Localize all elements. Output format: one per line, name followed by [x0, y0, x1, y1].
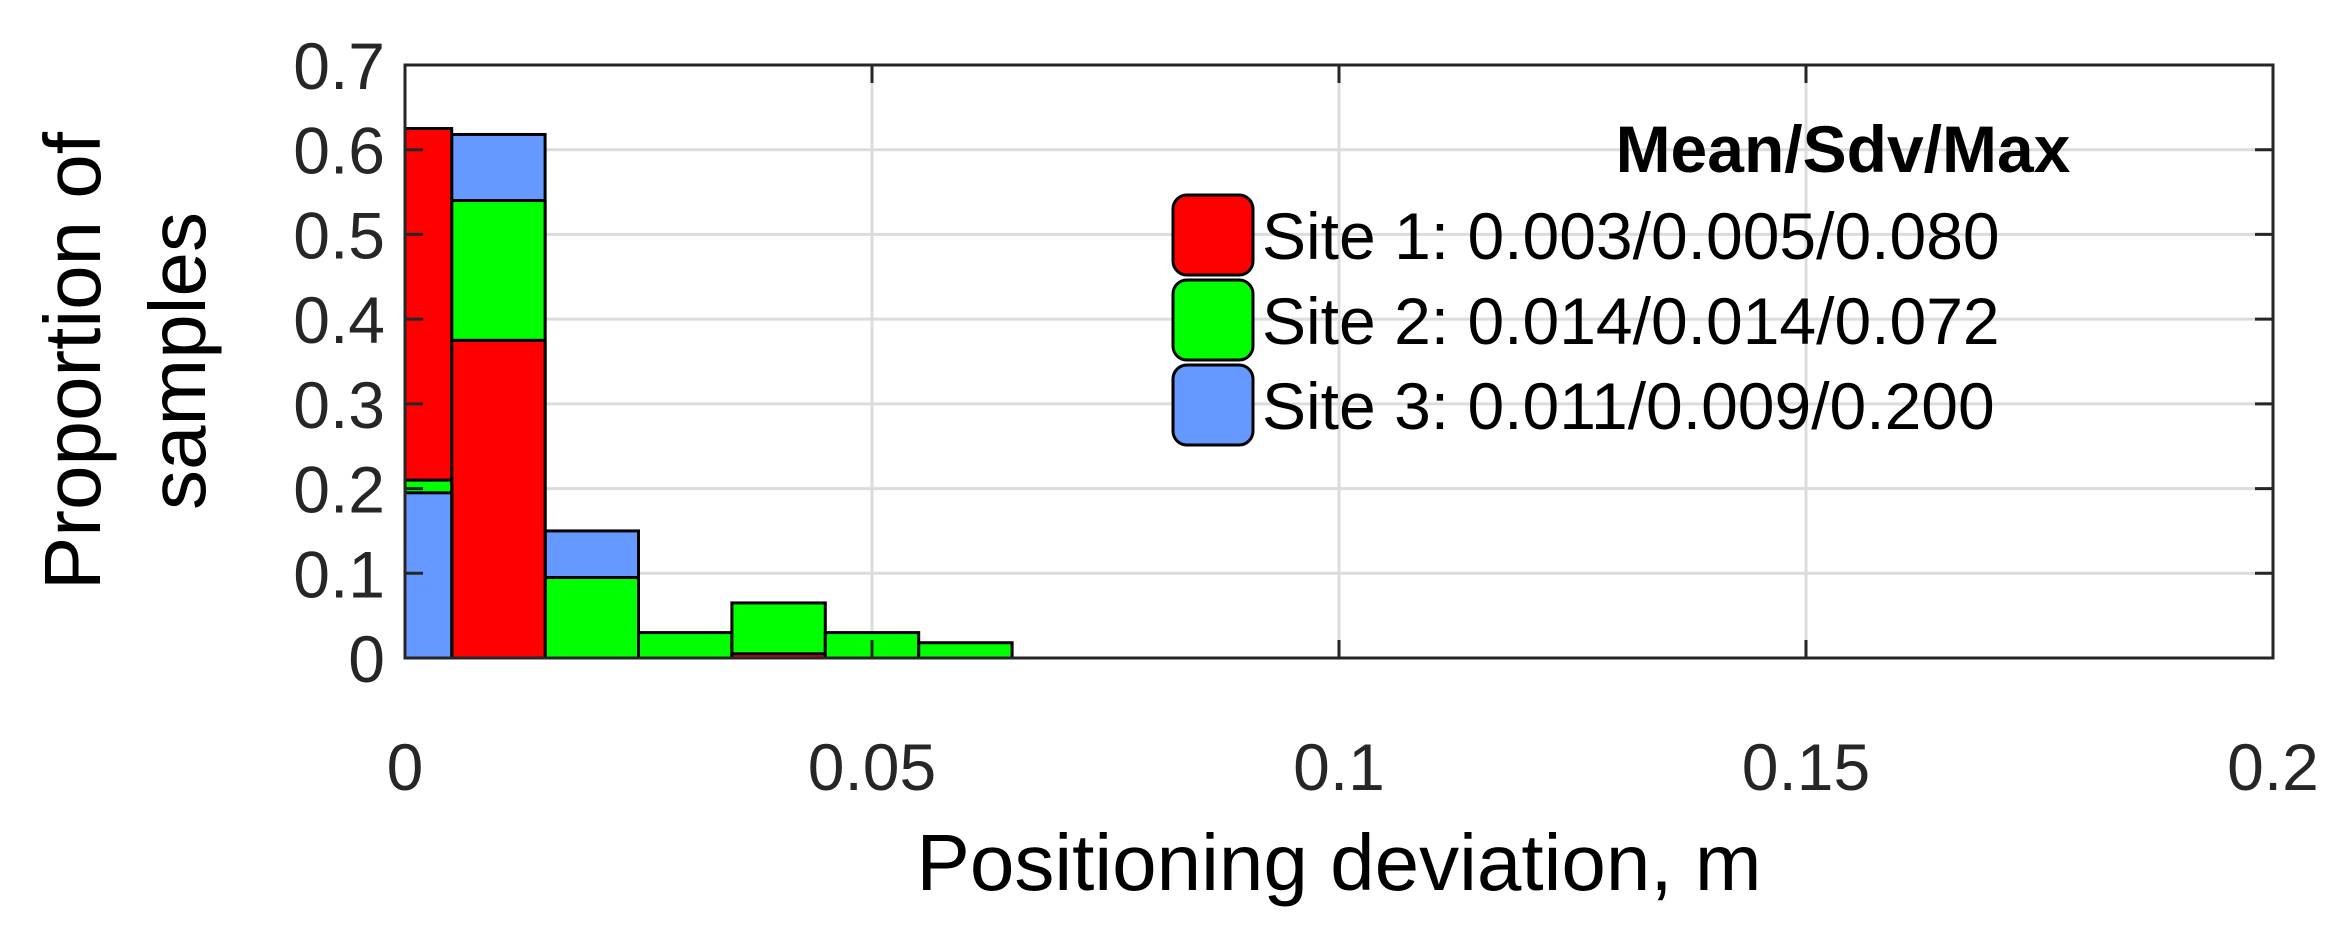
histogram-bar-site-2 — [543, 576, 640, 660]
histogram-bar-site-2 — [637, 631, 734, 660]
y-axis-title: Proportion of samples — [28, 131, 222, 590]
x-tick-labels: 0 0.05 0.1 0.15 0.2 — [387, 730, 2319, 804]
tick-marks — [403, 63, 2275, 660]
legend: Mean/Sdv/Max Site 1: 0.003/0.005/0.080 Si… — [1171, 112, 2071, 447]
y-axis-title-line-2: samples — [133, 212, 222, 510]
legend-swatch-site-2 — [1171, 278, 1255, 362]
legend-title: Mean/Sdv/Max — [1616, 112, 2071, 186]
y-tick-label: 0.6 — [293, 114, 385, 188]
y-tick-label: 0.2 — [293, 453, 385, 527]
legend-label-site-1: Site 1: 0.003/0.005/0.080 — [1262, 199, 2000, 273]
histogram-bar-site-2 — [917, 641, 1014, 660]
y-tick-label: 0.1 — [293, 537, 385, 611]
y-tick-label: 0.3 — [293, 368, 385, 442]
histogram-bar-site-1 — [450, 338, 547, 660]
legend-label-site-3: Site 3: 0.011/0.009/0.200 — [1262, 369, 1995, 443]
x-tick-label: 0 — [387, 730, 424, 804]
x-tick-label: 0.15 — [1742, 730, 1870, 804]
grid-lines — [405, 65, 2273, 658]
x-tick-label: 0.2 — [2227, 730, 2319, 804]
histogram-bar-site-3 — [403, 491, 454, 660]
y-tick-label: 0.4 — [293, 283, 385, 357]
x-tick-label: 0.05 — [808, 730, 936, 804]
x-tick-label: 0.1 — [1293, 730, 1385, 804]
y-axis-title-line-1: Proportion of — [28, 131, 117, 590]
legend-swatch-site-3 — [1171, 363, 1255, 447]
y-tick-label: 0 — [348, 622, 385, 696]
y-tick-label: 0.7 — [293, 29, 385, 103]
histogram-bar-site-2 — [730, 601, 827, 660]
y-tick-labels: 0 0.1 0.2 0.3 0.4 0.5 0.6 0.7 — [293, 29, 385, 696]
y-tick-label: 0.5 — [293, 198, 385, 272]
x-axis-title: Positioning deviation, m — [917, 818, 1762, 907]
legend-label-site-2: Site 2: 0.014/0.014/0.072 — [1262, 284, 2000, 358]
histogram-bars — [403, 127, 1014, 660]
legend-swatch-site-1 — [1171, 193, 1255, 277]
